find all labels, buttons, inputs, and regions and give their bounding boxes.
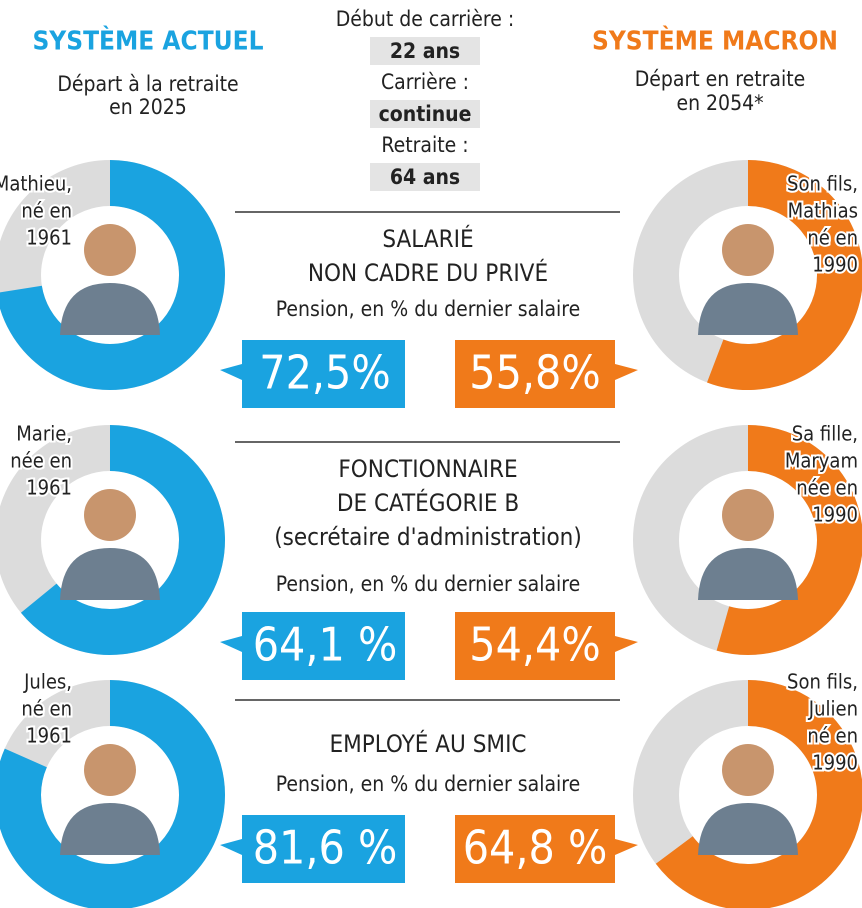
person-name: 1961 [26,226,72,250]
person-body [698,803,798,855]
person-name: 1990 [812,751,858,775]
person-name: Marie, [16,422,72,446]
person-name: Mathias [788,199,858,223]
person-name: Sa fille, [792,422,858,446]
person-name: 1990 [812,503,858,527]
person-name: Son fils, [787,670,858,694]
center-label: Début de carrière : [336,7,514,31]
person-name: né en [21,697,72,721]
value-label: 72,5% [259,346,390,400]
person-head [84,224,136,276]
center-label: Carrière : [381,70,469,94]
person-name: né en [21,199,72,223]
center-value: continue [379,102,472,126]
person-head [84,489,136,541]
person-body [60,803,160,855]
person-body [698,548,798,600]
right-title: SYSTÈME MACRON [592,25,838,57]
person-name: Maryam [785,449,858,473]
person-head [722,224,774,276]
person-name: Son fils, [787,172,858,196]
person-name: 1961 [26,476,72,500]
row-title: FONCTIONNAIRE [338,455,517,483]
row-subtitle: Pension, en % du dernier salaire [276,297,580,321]
person-body [60,548,160,600]
person-name: né en [807,724,858,748]
row-title: EMPLOYÉ AU SMIC [329,729,526,758]
person-name: née en [10,449,72,473]
value-label: 55,8% [469,346,600,400]
left-subtitle: Départ à la retraite [57,72,238,96]
right-subtitle: Départ en retraite [635,67,805,91]
left-subtitle: en 2025 [109,95,187,119]
center-label: Retraite : [381,133,468,157]
row-title: (secrétaire d'administration) [274,523,582,551]
person-head [84,744,136,796]
row-subtitle: Pension, en % du dernier salaire [276,572,580,596]
person-name: Julien [808,697,858,721]
person-name: 1961 [26,724,72,748]
person-name: née en [796,476,858,500]
person-body [60,283,160,335]
value-label: 64,1 % [253,618,398,672]
value-label: 54,4% [469,618,600,672]
person-head [722,744,774,796]
center-value: 64 ans [390,165,460,189]
left-title: SYSTÈME ACTUEL [32,25,263,57]
person-head [722,489,774,541]
right-subtitle: en 2054* [676,91,763,115]
row-title: SALARIÉ [382,224,473,253]
row-subtitle: Pension, en % du dernier salaire [276,772,580,796]
person-body [698,283,798,335]
infographic: SYSTÈME ACTUEL Départ à la retraiteen 202… [0,0,862,908]
person-name: Mathieu, [0,172,72,196]
row-title: NON CADRE DU PRIVÉ [308,258,548,287]
center-value: 22 ans [390,39,460,63]
person-name: 1990 [812,253,858,277]
person-name: Jules, [23,670,72,694]
person-name: né en [807,226,858,250]
row-title: DE CATÉGORIE B [337,488,519,517]
value-label: 81,6 % [253,821,398,875]
value-label: 64,8 % [463,821,608,875]
